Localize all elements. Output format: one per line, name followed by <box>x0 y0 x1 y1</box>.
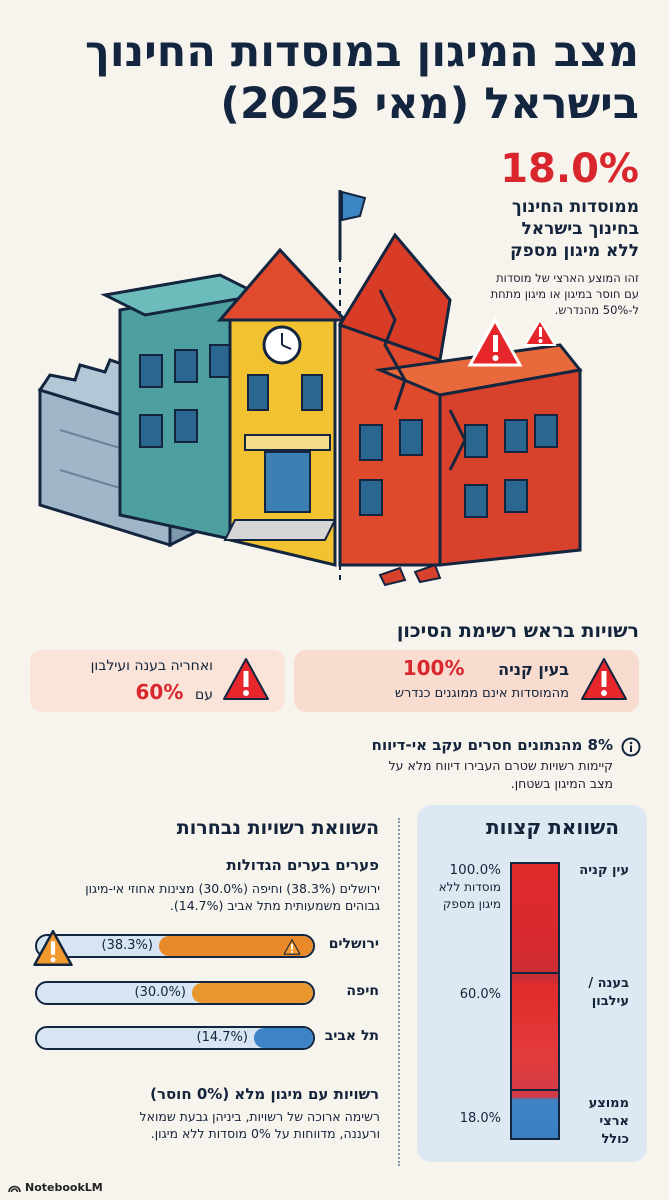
extreme-label-line: ממוצע <box>588 1096 629 1111</box>
extreme-value-national: 18.0% <box>459 1111 501 1126</box>
missing-data-body: קיימות רשויות שטרם העבירו דיווח מלא על מ… <box>293 757 613 793</box>
bar-marker-60 <box>510 972 560 975</box>
extreme-value-ein-qiniya: 100.0% מוסדות ללא מיגון מספק <box>426 862 501 913</box>
risk-card-bina-eilabun: ואחריה בענה ועילבון עם 60% <box>30 650 285 712</box>
extreme-label-line: עין קניה <box>579 863 629 878</box>
title-line-2: בישראל (מאי 2025) <box>220 79 639 129</box>
risk-percent: 60% <box>135 680 184 704</box>
risk-card-subtitle: מהמוסדות אינם ממוגנים כנדרש <box>394 686 569 701</box>
risk-card-text: ואחריה בענה ועילבון <box>90 658 213 674</box>
damaged-red-building <box>337 232 583 587</box>
city-bar-fill <box>254 1028 313 1048</box>
city-bar-fill <box>192 983 313 1003</box>
full-protection-title: רשויות עם מיגון מלא (0% חוסר) <box>150 1085 379 1103</box>
city-bar-label: ירושלים <box>328 936 379 952</box>
bar-marker-18 <box>510 1088 560 1091</box>
warning-icon <box>581 658 627 700</box>
missing-body-line-2: מצב המיגון בשטחן. <box>510 776 613 791</box>
warning-icon-small <box>283 939 301 955</box>
risk-card-heading: עם 60% <box>135 680 213 704</box>
comparison-title: השוואת רשויות נבחרות <box>176 817 379 839</box>
extreme-value: 100.0% <box>449 862 501 878</box>
title-line-1: מצב המיגון במוסדות החינוך <box>85 27 639 77</box>
city-bar-track: (14.7%) <box>35 1026 315 1050</box>
full-protection-body: רשימה ארוכה של רשויות, ביניהן גבעת שמואל… <box>35 1108 381 1142</box>
extreme-value-note-1: מוסדות ללא <box>438 880 501 894</box>
city-bar-value: (30.0%) <box>134 985 186 1000</box>
missing-data-headline: 8% מהנתונים חסרים עקב אי-דיווח <box>371 736 613 754</box>
municipality-name: בעין קניה <box>498 660 569 679</box>
school-buildings-illustration <box>37 190 583 587</box>
info-icon <box>621 737 641 757</box>
extreme-label-bina: בענה / עילבון <box>588 975 629 1011</box>
notebooklm-logo-icon <box>8 1185 21 1192</box>
gap-body: ירושלים (38.3%) וחיפה (30.0%) מצינות אחו… <box>35 880 380 914</box>
gap-body-line-1: ירושלים (38.3%) וחיפה (30.0%) מצינות אחו… <box>85 881 380 896</box>
city-bar-track: (38.3%) <box>35 934 315 958</box>
extremes-gradient-bar <box>510 862 560 1140</box>
risk-section-title: רשויות בראש רשימת הסיכון <box>396 620 639 642</box>
hero-note-line-1: זהו המוצע הארצי של מוסדות <box>496 271 639 285</box>
risk-card-ein-qiniya: בעין קניה 100% מהמוסדות אינם ממוגנים כנד… <box>294 650 639 712</box>
warning-icon-small <box>523 318 557 346</box>
hero-headline-line-1: ממוסדות החינוך <box>511 197 639 217</box>
hero-headline-line-2: בחינוך בישראל <box>521 219 640 239</box>
extreme-label-national: ממוצע ארצי כולל <box>589 1095 629 1149</box>
city-bar-label: חיפה <box>346 983 379 999</box>
hero-note: זהו המוצע הארצי של מוסדות עם חוסר במיגון… <box>419 270 639 318</box>
city-bar-value: (38.3%) <box>101 938 153 953</box>
full-body-line-1: רשימה ארוכה של רשויות, ביניהן גבעת שמואל <box>139 1109 381 1124</box>
page-title: מצב המיגון במוסדות החינוך בישראל (מאי 20… <box>19 26 639 130</box>
extremes-title: השוואת קצוות <box>486 815 619 839</box>
gap-title: פערים בערים הגדולות <box>226 856 379 874</box>
warning-icon <box>33 929 73 967</box>
extreme-label-line: כולל <box>601 1132 629 1147</box>
risk-prefix: עם <box>194 687 213 703</box>
city-bar-label: תל אביב <box>324 1028 379 1044</box>
hero-stat: 18.0% ממוסדות החינוך בחינוך בישראל ללא מ… <box>419 146 639 318</box>
yellow-building <box>216 190 367 580</box>
city-bar-value: (14.7%) <box>196 1030 248 1045</box>
missing-body-line-1: קיימות רשויות שטרם העבירו דיווח מלא על <box>388 758 613 773</box>
extreme-label-ein-qiniya: עין קניה <box>579 862 629 880</box>
city-bar-track: (30.0%) <box>35 981 315 1005</box>
flag-icon <box>341 190 367 222</box>
extreme-label-line: בענה / <box>588 976 629 991</box>
section-divider <box>398 818 400 1166</box>
full-body-line-2: ורעננה, מדווחות על 0% מוסדות ללא מיגון. <box>150 1126 380 1141</box>
hero-note-line-2: עם חוסר במיגון או מיגון מתחת <box>490 287 639 301</box>
warning-icon <box>467 316 523 367</box>
warning-icon <box>223 658 269 700</box>
extreme-value-bina: 60.0% <box>459 987 501 1002</box>
hero-headline-line-3: ללא מיגון מספק <box>510 241 639 261</box>
missing-data-note: 8% מהנתונים חסרים עקב אי-דיווח קיימות רש… <box>293 735 613 793</box>
brand-badge: NotebookLM <box>8 1181 103 1194</box>
risk-card-heading: בעין קניה 100% <box>403 656 569 680</box>
hero-percent: 18.0% <box>500 146 639 192</box>
gap-body-line-2: גבוהים משמעותית מתל אביב (14.7%). <box>169 898 380 913</box>
hero-headline: ממוסדות החינוך בחינוך בישראל ללא מיגון מ… <box>419 196 639 262</box>
brand-name: NotebookLM <box>25 1181 103 1194</box>
hero-note-line-3: ל-50% מהנדרש. <box>554 303 639 317</box>
extreme-label-line: עילבון <box>591 994 629 1009</box>
risk-percent: 100% <box>402 656 465 680</box>
extreme-value-note-2: מיגון מספק <box>442 897 501 911</box>
extreme-label-line: ארצי <box>599 1114 629 1129</box>
city-bar-fill <box>159 936 313 956</box>
